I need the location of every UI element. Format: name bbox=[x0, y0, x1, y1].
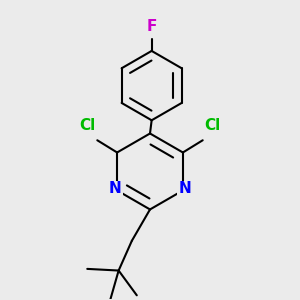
Text: F: F bbox=[146, 20, 157, 34]
Text: Cl: Cl bbox=[205, 118, 221, 133]
Text: N: N bbox=[109, 181, 122, 196]
Text: Cl: Cl bbox=[79, 118, 95, 133]
Text: N: N bbox=[178, 181, 191, 196]
